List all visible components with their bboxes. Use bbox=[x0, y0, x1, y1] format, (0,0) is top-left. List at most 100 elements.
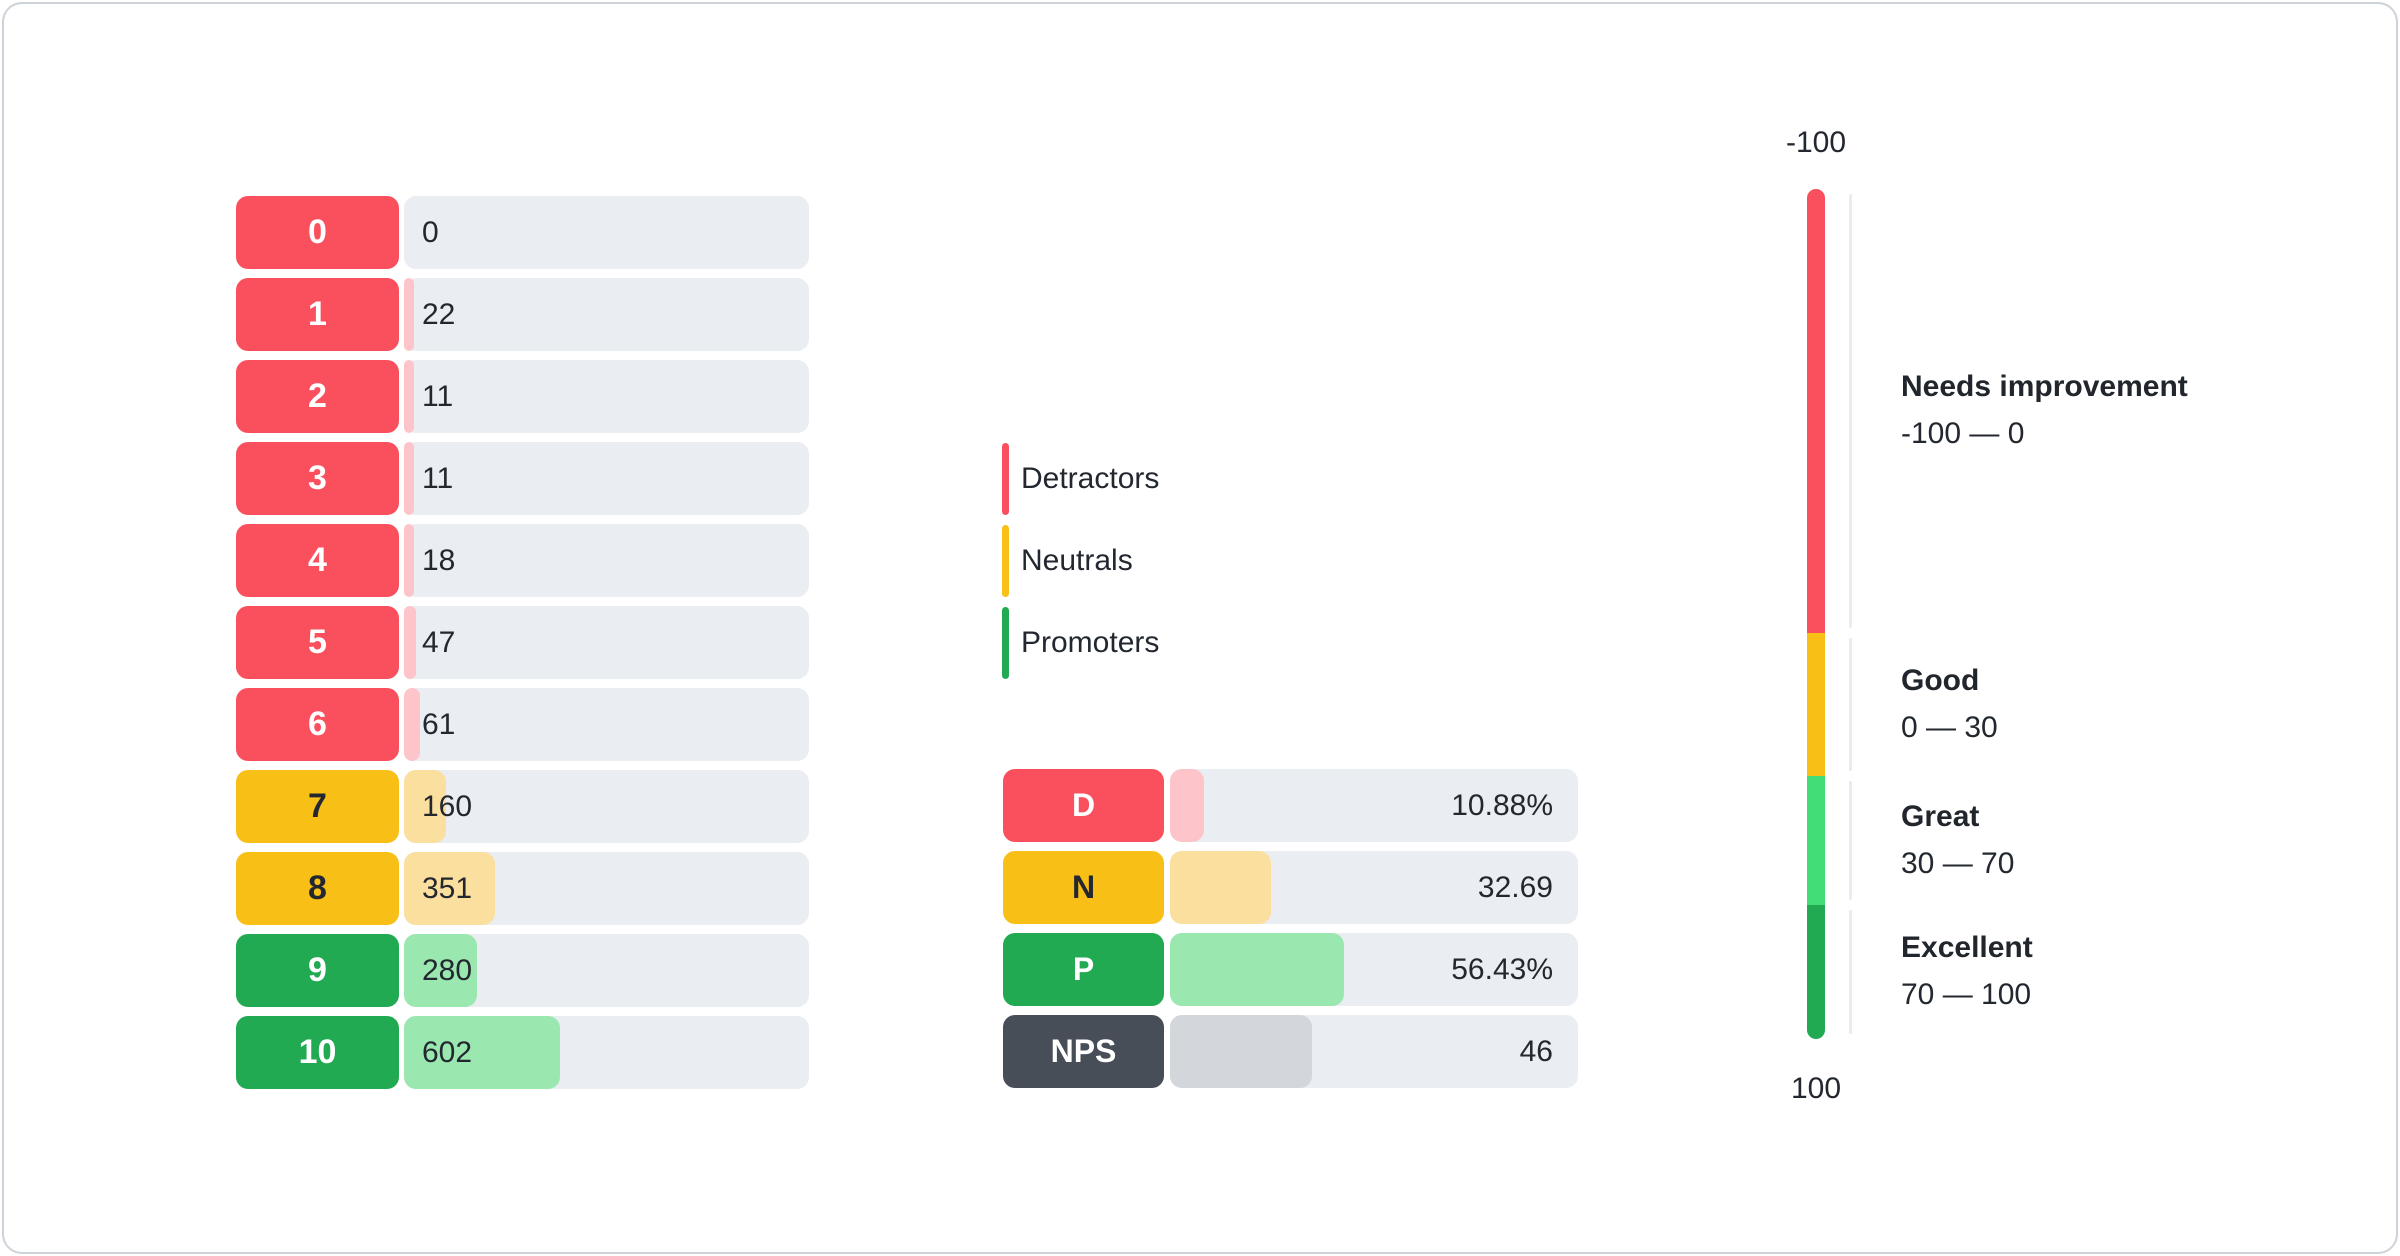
score-row: 7 160 bbox=[236, 770, 809, 843]
score-fill bbox=[404, 852, 495, 925]
score-row: 3 11 bbox=[236, 442, 809, 515]
gauge-segment bbox=[1807, 633, 1825, 776]
gauge-max-label: -100 bbox=[1785, 126, 1847, 159]
summary-row: N 32.69 bbox=[1003, 851, 1578, 924]
legend-color-tick bbox=[1002, 606, 1009, 679]
gauge-zone-label: Great 30 — 70 bbox=[1901, 799, 2321, 882]
gauge-axis-segment bbox=[1849, 194, 1852, 629]
gauge-zone-label: Needs improvement -100 — 0 bbox=[1901, 369, 2321, 452]
score-fill bbox=[404, 442, 414, 515]
score-badge: 4 bbox=[236, 524, 399, 597]
summary-badge: NPS bbox=[1003, 1015, 1164, 1088]
score-count: 602 bbox=[422, 1035, 473, 1069]
summary-badge: P bbox=[1003, 933, 1164, 1006]
legend-label: Neutrals bbox=[1021, 543, 1133, 577]
score-badge: 9 bbox=[236, 934, 399, 1007]
nps-gauge-bar bbox=[1807, 189, 1825, 1039]
score-count: 11 bbox=[422, 461, 454, 495]
score-count: 22 bbox=[422, 297, 456, 331]
score-track: 11 bbox=[404, 360, 809, 433]
gauge-min-label: 100 bbox=[1790, 1072, 1842, 1105]
score-track: 0 bbox=[404, 196, 809, 269]
score-badge: 8 bbox=[236, 852, 399, 925]
score-track: 11 bbox=[404, 442, 809, 515]
score-fill bbox=[404, 770, 446, 843]
score-badge: 10 bbox=[236, 1016, 399, 1089]
score-badge: 7 bbox=[236, 770, 399, 843]
score-count: 160 bbox=[422, 789, 473, 823]
gauge-axis-segment bbox=[1849, 910, 1852, 1034]
gauge-zone-title: Great bbox=[1901, 799, 1980, 833]
summary-fill bbox=[1170, 1015, 1312, 1088]
score-badge: 5 bbox=[236, 606, 399, 679]
score-count: 11 bbox=[422, 379, 454, 413]
score-track: 61 bbox=[404, 688, 809, 761]
gauge-segment bbox=[1807, 905, 1825, 1039]
score-count: 351 bbox=[422, 871, 473, 905]
score-row: 9 280 bbox=[236, 934, 809, 1007]
score-badge: 0 bbox=[236, 196, 399, 269]
score-fill bbox=[404, 360, 414, 433]
gauge-zone-label: Good 0 — 30 bbox=[1901, 663, 2321, 746]
gauge-segment bbox=[1807, 776, 1825, 906]
score-badge: 2 bbox=[236, 360, 399, 433]
legend-item: Promoters bbox=[1002, 606, 1159, 679]
legend-item: Detractors bbox=[1002, 442, 1159, 515]
score-row: 1 22 bbox=[236, 278, 809, 351]
score-fill bbox=[404, 1016, 560, 1089]
score-badge: 3 bbox=[236, 442, 399, 515]
gauge-zone-range: -100 — 0 bbox=[1901, 417, 2025, 451]
summary-value: 32.69 bbox=[1477, 870, 1553, 904]
score-count: 280 bbox=[422, 953, 473, 987]
nps-summary-list: D 10.88% N 32.69 P 56.43% NPS 46 bbox=[1003, 769, 1578, 1097]
score-fill bbox=[404, 606, 417, 679]
legend: Detractors Neutrals Promoters bbox=[1002, 442, 1159, 688]
summary-value: 46 bbox=[1519, 1034, 1553, 1068]
score-count: 0 bbox=[422, 215, 439, 249]
summary-row: P 56.43% bbox=[1003, 933, 1578, 1006]
score-count: 61 bbox=[422, 707, 456, 741]
score-badge: 6 bbox=[236, 688, 399, 761]
score-row: 5 47 bbox=[236, 606, 809, 679]
summary-value: 56.43% bbox=[1451, 952, 1553, 986]
summary-fill bbox=[1170, 769, 1204, 842]
legend-color-tick bbox=[1002, 524, 1009, 597]
gauge-zone-title: Excellent bbox=[1901, 931, 2033, 965]
summary-badge: N bbox=[1003, 851, 1164, 924]
summary-track: 46 bbox=[1170, 1015, 1578, 1088]
score-track: 280 bbox=[404, 934, 809, 1007]
score-badge: 1 bbox=[236, 278, 399, 351]
legend-item: Neutrals bbox=[1002, 524, 1159, 597]
summary-row: D 10.88% bbox=[1003, 769, 1578, 842]
score-fill bbox=[404, 278, 414, 351]
score-track: 22 bbox=[404, 278, 809, 351]
gauge-axis-segment bbox=[1849, 638, 1852, 771]
score-row: 4 18 bbox=[236, 524, 809, 597]
gauge-zone-title: Needs improvement bbox=[1901, 370, 2188, 404]
score-fill bbox=[404, 934, 477, 1007]
summary-badge: D bbox=[1003, 769, 1164, 842]
score-row: 2 11 bbox=[236, 360, 809, 433]
summary-value: 10.88% bbox=[1451, 788, 1553, 822]
score-row: 6 61 bbox=[236, 688, 809, 761]
summary-row: NPS 46 bbox=[1003, 1015, 1578, 1088]
legend-label: Promoters bbox=[1021, 625, 1160, 659]
score-track: 160 bbox=[404, 770, 809, 843]
legend-label: Detractors bbox=[1021, 461, 1160, 495]
score-track: 47 bbox=[404, 606, 809, 679]
gauge-zone-range: 30 — 70 bbox=[1901, 846, 2015, 880]
summary-fill bbox=[1170, 851, 1271, 924]
score-fill bbox=[404, 524, 414, 597]
legend-color-tick bbox=[1002, 442, 1009, 515]
score-count: 47 bbox=[422, 625, 456, 659]
score-track: 18 bbox=[404, 524, 809, 597]
score-distribution-list: 0 0 1 22 2 11 3 11 4 18 5 47 6 61 7 160 8 351 9 280 10 602 bbox=[236, 196, 809, 1098]
score-track: 602 bbox=[404, 1016, 809, 1089]
score-count: 18 bbox=[422, 543, 456, 577]
summary-track: 10.88% bbox=[1170, 769, 1578, 842]
summary-track: 56.43% bbox=[1170, 933, 1578, 1006]
gauge-zone-range: 0 — 30 bbox=[1901, 710, 1998, 744]
score-row: 8 351 bbox=[236, 852, 809, 925]
